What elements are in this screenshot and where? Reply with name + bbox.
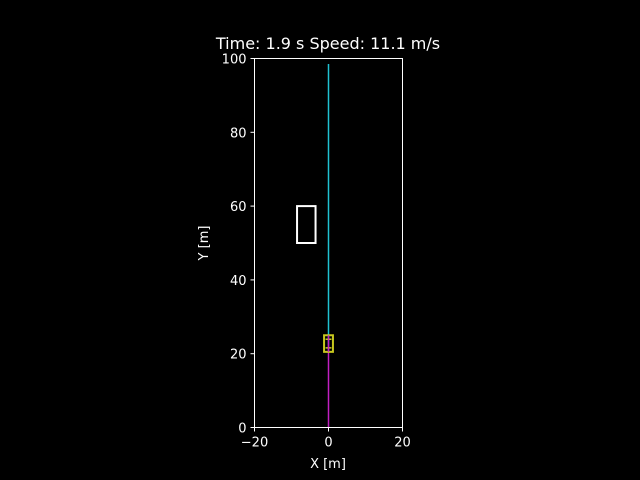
y-tick-label: 80	[230, 126, 247, 141]
y-tick-label: 40	[230, 274, 247, 289]
y-tick-label: 0	[238, 422, 246, 437]
x-tick-label: 20	[394, 436, 411, 451]
x-tick-label: 0	[324, 436, 332, 451]
y-tick-label: 20	[230, 348, 247, 363]
y-tick-label: 60	[230, 200, 247, 215]
chart-title: Time: 1.9 s Speed: 11.1 m/s	[215, 34, 440, 53]
y-axis-label: Y [m]	[197, 226, 212, 262]
plot-marks	[296, 64, 334, 428]
y-tick-label: 100	[222, 53, 247, 68]
x-tick-label: −20	[241, 436, 268, 451]
obstacle-box	[296, 205, 317, 245]
x-axis-label: X [m]	[310, 457, 346, 472]
